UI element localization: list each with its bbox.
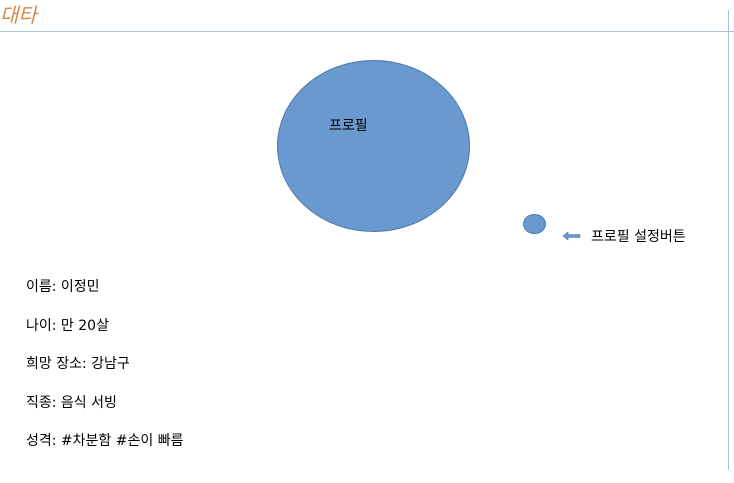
profile-settings-label: 프로필 설정버튼 <box>591 229 686 245</box>
page-title: 대타 <box>0 3 37 27</box>
profile-image[interactable] <box>277 60 470 232</box>
right-margin-divider <box>728 10 729 470</box>
personality-field: 성격: #차분함 #손이 빠름 <box>26 433 184 449</box>
preferred-location-field: 희망 장소: 강남구 <box>26 356 130 372</box>
job-type-field: 직종: 음식 서빙 <box>26 395 117 411</box>
name-field: 이름: 이정민 <box>26 279 100 295</box>
age-field: 나이: 만 20살 <box>26 318 109 334</box>
profile-settings-button[interactable] <box>523 214 546 234</box>
header-divider <box>0 31 734 32</box>
profile-image-label: 프로필 <box>329 118 368 134</box>
left-arrow-icon <box>563 231 581 241</box>
